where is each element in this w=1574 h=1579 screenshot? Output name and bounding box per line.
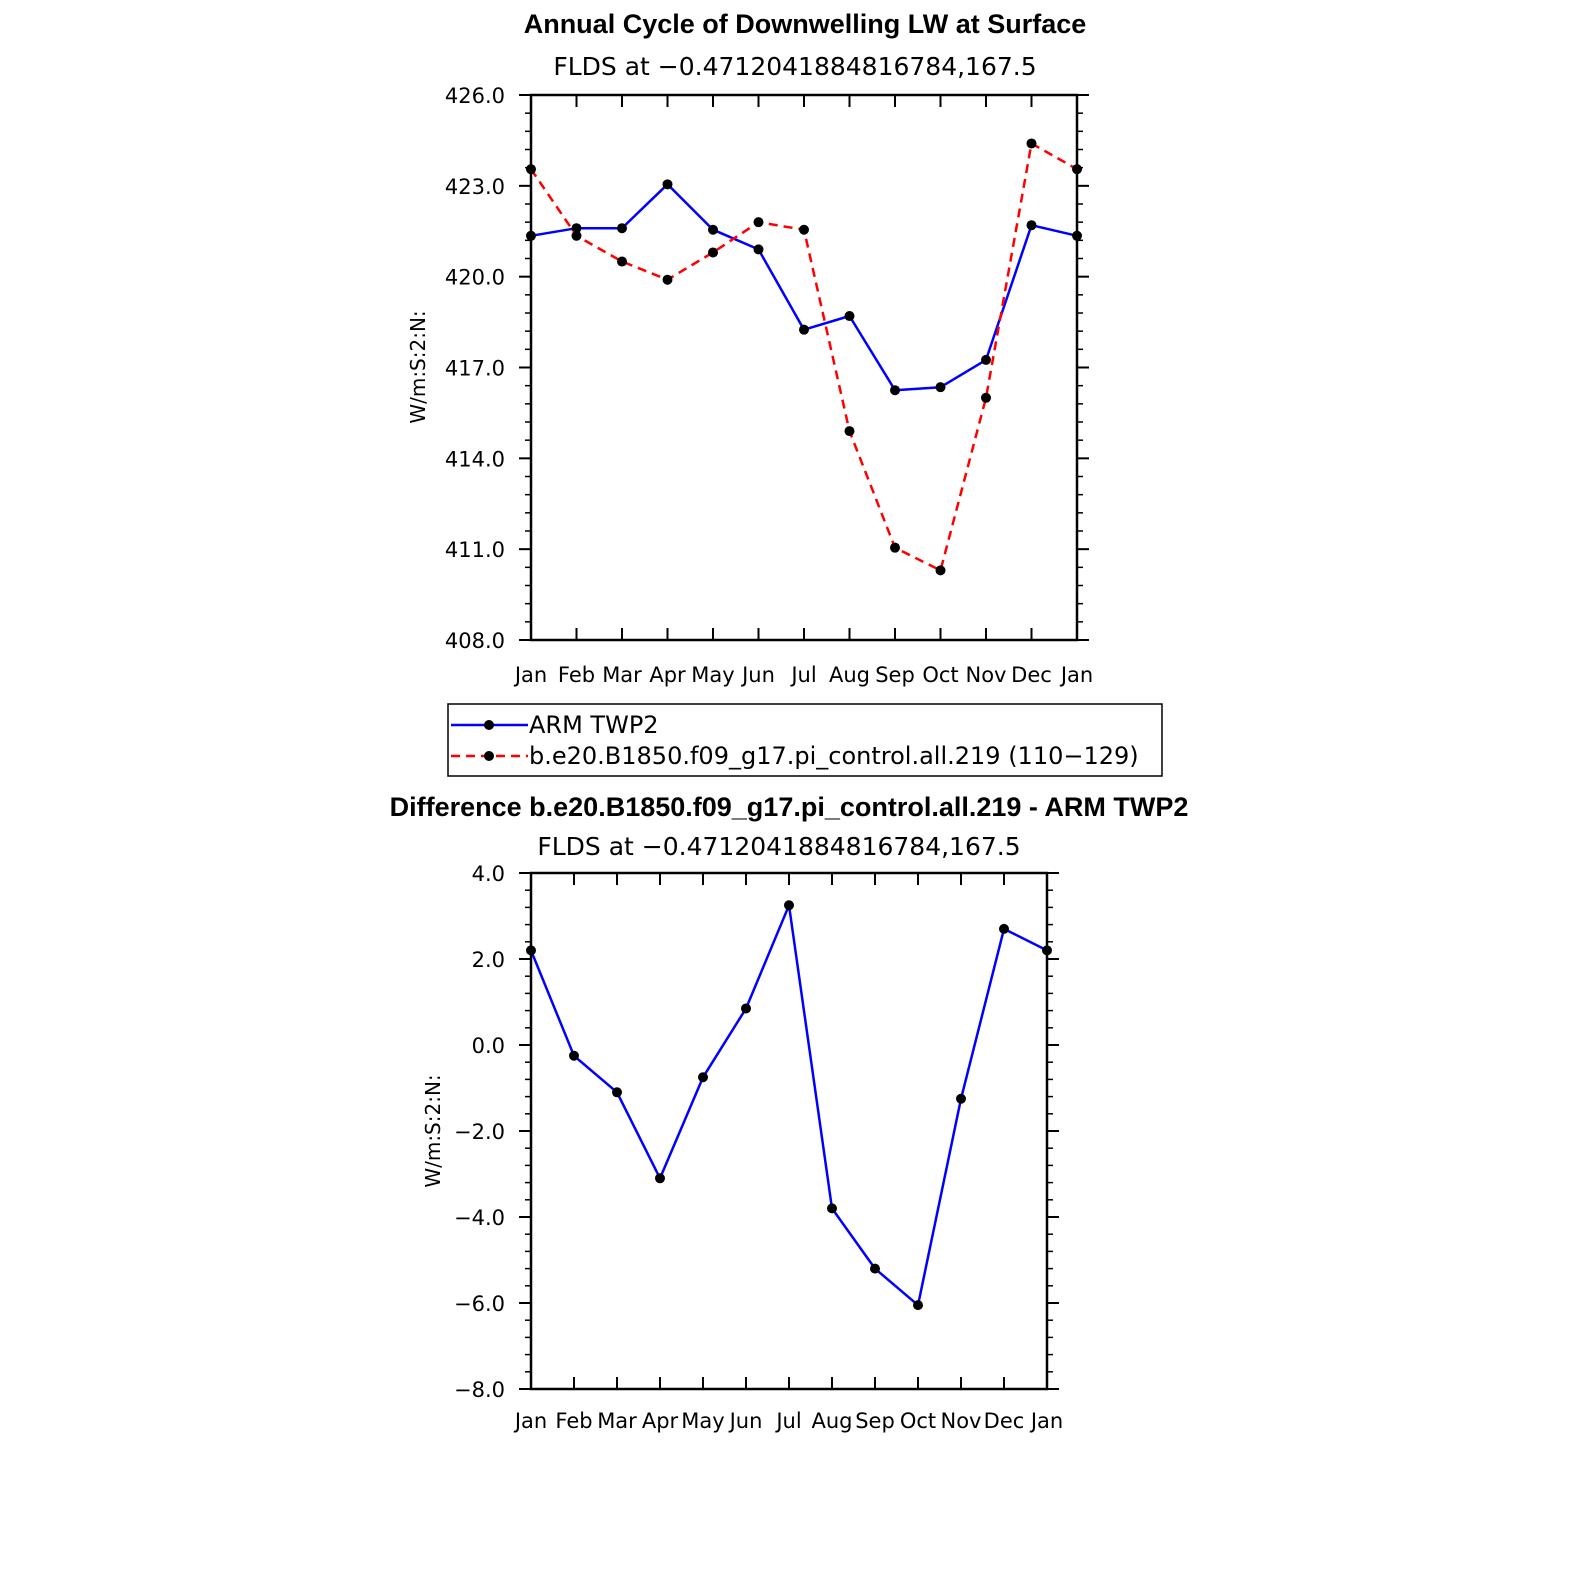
x-tick-label: Sep bbox=[875, 663, 915, 687]
series-line-0 bbox=[530, 183, 1078, 392]
data-point-0 bbox=[526, 230, 536, 241]
plot-frame bbox=[529, 93, 1079, 642]
chart-subtitle: FLDS at −0.4712041884816784,167.5 bbox=[537, 832, 1020, 861]
x-tick-label: Jan bbox=[1029, 1409, 1063, 1433]
x-tick-label: May bbox=[681, 1409, 724, 1433]
x-tick-label: Jul bbox=[774, 1409, 801, 1433]
annual-cycle-chart: Annual Cycle of Downwelling LW at Surfac… bbox=[406, 9, 1093, 687]
data-point-0 bbox=[753, 244, 764, 255]
data-point-0 bbox=[655, 1173, 665, 1184]
x-tick-label: Jul bbox=[789, 663, 816, 687]
data-point-1 bbox=[1026, 138, 1037, 149]
data-point-0 bbox=[870, 1263, 880, 1274]
y-tick-label: −2.0 bbox=[454, 1120, 505, 1144]
data-point-0 bbox=[569, 1050, 579, 1061]
x-tick-label: Dec bbox=[984, 1409, 1025, 1433]
x-tick-label: Oct bbox=[900, 1409, 936, 1433]
x-tick-label: Jan bbox=[1059, 663, 1093, 687]
data-point-0 bbox=[935, 382, 946, 393]
data-point-0 bbox=[741, 1003, 751, 1014]
y-tick-label: 2.0 bbox=[472, 948, 505, 972]
chart-title: Difference b.e20.B1850.f09_g17.pi_contro… bbox=[390, 792, 1189, 822]
x-tick-label: Apr bbox=[642, 1409, 679, 1433]
data-point-1 bbox=[753, 217, 764, 228]
series-line-1 bbox=[529, 142, 1078, 572]
plot-frame bbox=[529, 871, 1049, 1391]
y-axis-label: W/m:S:2:N: bbox=[421, 1074, 445, 1187]
data-point-1 bbox=[526, 164, 536, 175]
x-tick-label: Apr bbox=[649, 663, 686, 687]
data-point-0 bbox=[827, 1203, 837, 1214]
data-point-1 bbox=[890, 542, 900, 553]
data-point-0 bbox=[981, 354, 991, 365]
legend-label-arm-twp2: ARM TWP2 bbox=[529, 711, 659, 739]
x-tick-label: Jun bbox=[728, 1409, 763, 1433]
chart-title: Annual Cycle of Downwelling LW at Surfac… bbox=[524, 9, 1087, 39]
legend-label-model: b.e20.B1850.f09_g17.pi_control.all.219 (… bbox=[529, 742, 1139, 770]
difference-chart: Difference b.e20.B1850.f09_g17.pi_contro… bbox=[390, 792, 1189, 1433]
y-axis-label: W/m:S:2:N: bbox=[406, 310, 430, 423]
data-point-1 bbox=[799, 224, 809, 235]
x-tick-label: Feb bbox=[555, 1409, 592, 1433]
legend-marker-model bbox=[484, 751, 494, 761]
x-tick-label: Dec bbox=[1011, 663, 1052, 687]
data-point-0 bbox=[890, 385, 900, 396]
legend-box bbox=[447, 703, 1163, 777]
data-point-0 bbox=[913, 1300, 923, 1311]
data-point-0 bbox=[999, 923, 1009, 934]
data-point-0 bbox=[617, 223, 627, 234]
y-tick-label: 411.0 bbox=[445, 538, 505, 562]
y-tick-label: 423.0 bbox=[445, 175, 505, 199]
x-tick-label: Feb bbox=[558, 663, 595, 687]
x-tick-label: Sep bbox=[855, 1409, 895, 1433]
x-tick-label: Jan bbox=[513, 663, 547, 687]
y-tick-label: 417.0 bbox=[445, 357, 505, 381]
legend-marker-arm-twp2 bbox=[484, 720, 494, 730]
series-line-0 bbox=[529, 904, 1048, 1307]
data-point-1 bbox=[617, 256, 627, 267]
data-point-0 bbox=[1026, 220, 1037, 231]
y-tick-label: 426.0 bbox=[445, 84, 505, 108]
x-tick-label: Jun bbox=[740, 663, 775, 687]
x-tick-label: May bbox=[691, 663, 734, 687]
x-tick-label: Jan bbox=[513, 1409, 547, 1433]
data-point-0 bbox=[799, 324, 809, 335]
y-tick-label: 408.0 bbox=[445, 629, 505, 653]
data-point-0 bbox=[662, 179, 673, 190]
legend: ARM TWP2 b.e20.B1850.f09_g17.pi_control.… bbox=[447, 703, 1163, 777]
y-tick-label: −8.0 bbox=[454, 1378, 505, 1402]
y-tick-label: 0.0 bbox=[472, 1034, 505, 1058]
data-point-1 bbox=[935, 565, 946, 576]
data-point-1 bbox=[1072, 164, 1082, 175]
data-point-0 bbox=[784, 900, 794, 911]
x-tick-label: Aug bbox=[811, 1409, 852, 1433]
data-point-0 bbox=[708, 224, 718, 235]
x-tick-label: Aug bbox=[829, 663, 870, 687]
y-tick-label: 4.0 bbox=[472, 862, 505, 886]
y-tick-label: −4.0 bbox=[454, 1206, 505, 1230]
x-tick-label: Nov bbox=[941, 1409, 982, 1433]
chart-subtitle: FLDS at −0.4712041884816784,167.5 bbox=[553, 52, 1036, 81]
data-point-0 bbox=[956, 1093, 966, 1104]
data-point-1 bbox=[981, 392, 991, 403]
data-point-0 bbox=[844, 311, 855, 322]
y-tick-label: −6.0 bbox=[454, 1292, 505, 1316]
x-tick-label: Nov bbox=[966, 663, 1007, 687]
y-tick-label: 420.0 bbox=[445, 266, 505, 290]
x-tick-label: Mar bbox=[602, 663, 642, 687]
data-point-1 bbox=[662, 274, 673, 285]
data-point-1 bbox=[844, 426, 855, 437]
data-point-0 bbox=[1042, 945, 1052, 956]
data-point-0 bbox=[612, 1087, 622, 1098]
data-point-0 bbox=[526, 945, 536, 956]
data-point-1 bbox=[708, 247, 718, 258]
data-point-1 bbox=[571, 230, 582, 241]
x-tick-label: Mar bbox=[597, 1409, 637, 1433]
x-tick-label: Oct bbox=[922, 663, 958, 687]
y-tick-label: 414.0 bbox=[445, 447, 505, 471]
data-point-0 bbox=[698, 1072, 708, 1083]
data-point-0 bbox=[1072, 230, 1082, 241]
